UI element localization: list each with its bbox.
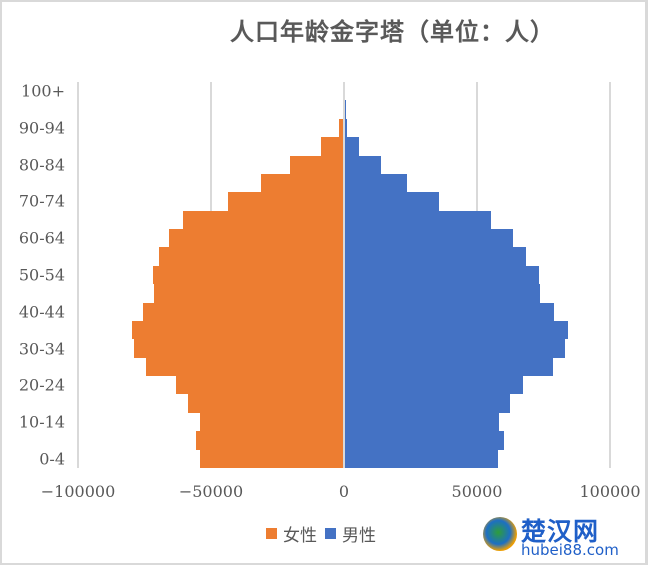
bar-male-50-54	[345, 265, 539, 285]
bar-male-65-69	[345, 210, 492, 230]
bar-male-75-79	[345, 173, 408, 193]
y-tick-label: 20-24	[18, 375, 65, 395]
globe-logo-icon	[483, 517, 517, 551]
plot-area	[77, 82, 611, 468]
bar-male-10-14	[345, 412, 500, 432]
bar-male-35-39	[345, 320, 568, 340]
legend-label-female: 女性	[283, 526, 317, 546]
x-tick-label: 50000	[451, 482, 503, 501]
bar-female-25-29	[146, 357, 343, 377]
bar-female-30-34	[134, 339, 343, 358]
bar-female-80-84	[290, 155, 343, 174]
chart-title: 人口年龄金字塔（单位：人）	[230, 17, 555, 46]
watermark: 楚汉网 hubei88.com	[483, 512, 643, 560]
bar-female-0-4	[200, 449, 343, 468]
bar-male-55-59	[345, 247, 526, 266]
bar-female-90-94	[339, 118, 343, 138]
x-tick-label: 0	[338, 482, 350, 501]
bar-male-90-94	[345, 118, 347, 138]
bar-male-5-9	[345, 431, 505, 450]
bar-female-65-69	[183, 210, 343, 230]
legend: 女性 男性	[266, 521, 384, 546]
bar-male-30-34	[345, 339, 566, 358]
bar-male-70-74	[345, 192, 439, 211]
x-tick-label: −50000	[178, 482, 244, 501]
bar-female-40-44	[142, 302, 343, 321]
bar-male-85-89	[345, 137, 359, 156]
legend-item-male[interactable]: 男性	[325, 521, 376, 546]
legend-label-male: 男性	[342, 526, 376, 546]
legend-swatch-female	[266, 528, 277, 539]
gridline	[77, 82, 79, 468]
watermark-name: 楚汉网	[521, 517, 600, 546]
gridline	[343, 82, 345, 468]
y-tick-label: 40-44	[18, 302, 65, 322]
y-tick-label: 0-4	[39, 449, 65, 469]
gridline	[609, 82, 611, 468]
bar-male-60-64	[345, 229, 513, 248]
bar-male-25-29	[345, 357, 554, 377]
bar-female-50-54	[153, 265, 343, 285]
bar-female-45-49	[154, 284, 343, 303]
bar-male-0-4	[345, 449, 498, 468]
bar-female-75-79	[261, 173, 343, 193]
y-tick-label: 30-34	[18, 339, 65, 359]
bar-male-45-49	[345, 284, 541, 303]
y-tick-label: 10-14	[18, 412, 65, 432]
bar-female-5-9	[196, 431, 343, 450]
bar-female-85-89	[321, 137, 343, 156]
bar-male-40-44	[345, 302, 554, 321]
legend-swatch-male	[325, 528, 336, 539]
bar-female-20-24	[175, 376, 343, 395]
x-tick-label: −100000	[40, 482, 116, 501]
bar-male-80-84	[345, 155, 381, 174]
y-tick-label: 90-94	[18, 118, 65, 138]
bar-male-20-24	[345, 376, 524, 395]
bar-female-10-14	[200, 412, 343, 432]
bar-male-95-99	[345, 100, 346, 119]
y-tick-label: 50-54	[18, 265, 65, 285]
legend-item-female[interactable]: 女性	[266, 521, 317, 546]
bar-male-15-19	[345, 394, 510, 413]
y-tick-label: 70-74	[18, 191, 65, 211]
y-tick-label: 100+	[21, 81, 65, 101]
bar-female-55-59	[159, 247, 343, 266]
y-tick-label: 80-84	[18, 155, 65, 175]
bar-female-70-74	[228, 192, 343, 211]
x-tick-label: 100000	[579, 482, 641, 501]
bar-female-60-64	[168, 229, 343, 248]
y-tick-label: 60-64	[18, 228, 65, 248]
watermark-domain: hubei88.com	[521, 541, 619, 559]
bar-female-15-19	[188, 394, 343, 413]
bar-female-35-39	[131, 320, 343, 340]
